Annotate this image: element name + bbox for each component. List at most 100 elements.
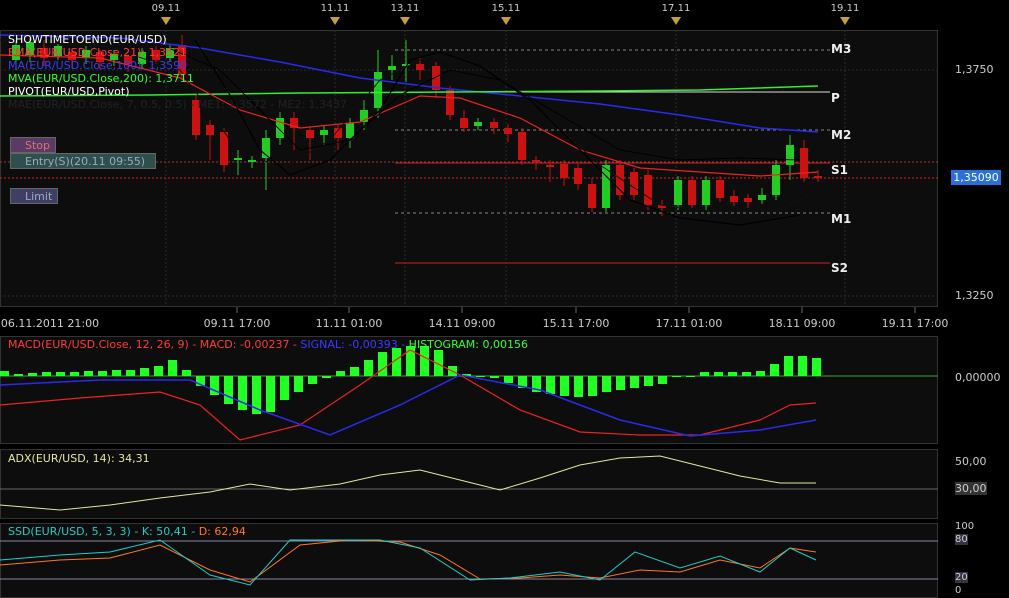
candlestick: [40, 48, 48, 58]
candlestick: [192, 100, 200, 135]
candlestick: [360, 110, 368, 122]
macd-histogram-bar: [476, 376, 485, 377]
bottom-date-label: 06.11.2011 21:00: [0, 317, 100, 330]
macd-histogram-bar: [630, 376, 639, 388]
macd-histogram-bar: [728, 372, 737, 376]
macd-histogram-bar: [490, 376, 499, 378]
candlestick: [166, 48, 174, 58]
bottom-date-label: 11.11 01:00: [315, 317, 383, 330]
macd-histogram-bar: [392, 348, 401, 376]
macd-histogram-bar: [0, 371, 9, 376]
macd-histogram-bar: [714, 372, 723, 376]
candlestick: [96, 52, 104, 62]
macd-histogram-bar: [322, 376, 331, 378]
legend-line: MAE(EUR/USD.Close, 7, 0.5, 0.5) - ME1: 1…: [8, 98, 348, 111]
candlestick: [744, 198, 752, 202]
macd-histogram-bar: [784, 356, 793, 376]
macd-histogram-bar: [434, 350, 443, 376]
macd-histogram-bar: [196, 376, 205, 386]
macd-histogram-bar: [84, 371, 93, 376]
candlestick: [402, 64, 410, 66]
ssd-legend-part: K: 50,41 -: [141, 525, 199, 538]
candlestick: [26, 42, 34, 55]
main-legend: SHOWTIMETOEND(EUR/USD) EMA(EUR/USD.Close,…: [8, 33, 347, 111]
candlestick: [574, 168, 582, 184]
ssd-tick-label: 0: [955, 585, 962, 596]
macd-histogram-bar: [252, 376, 261, 414]
ssd-tick-label: 20: [955, 572, 968, 583]
candlestick: [334, 128, 342, 138]
date-marker-icon: [840, 17, 850, 25]
ssd-panel[interactable]: [0, 523, 938, 598]
macd-histogram-bar: [364, 360, 373, 376]
candlestick: [518, 132, 526, 160]
macd-histogram-bar: [140, 368, 149, 376]
candlestick: [730, 196, 738, 202]
candlestick: [716, 180, 724, 198]
macd-histogram-bar: [28, 373, 37, 376]
candlestick: [220, 132, 228, 165]
candlestick: [446, 90, 454, 115]
candlestick: [12, 45, 20, 60]
macd-histogram-bar: [574, 376, 583, 397]
macd-histogram-bar: [462, 374, 471, 376]
legend-line: PIVOT(EUR/USD,Pivot): [8, 85, 130, 98]
candlestick: [532, 160, 540, 162]
candlestick: [602, 165, 610, 208]
candlestick: [388, 66, 396, 70]
candlestick: [276, 118, 284, 138]
macd-histogram-bar: [154, 366, 163, 376]
ssd-tick-label: 100: [955, 521, 975, 532]
top-date-label: 17.11: [661, 3, 691, 14]
top-date-label: 13.11: [390, 3, 420, 14]
macd-histogram-bar: [616, 376, 625, 390]
candlestick: [290, 118, 298, 128]
date-marker-icon: [400, 17, 410, 25]
entry-order-button[interactable]: Entry(S)(20.11 09:55): [10, 153, 156, 169]
pivot-level-label: M1: [831, 212, 852, 226]
candlestick: [248, 160, 256, 162]
bottom-date-label: 17.11 01:00: [655, 317, 723, 330]
macd-histogram-bar: [588, 376, 597, 396]
candlestick: [588, 184, 596, 208]
candlestick: [234, 158, 242, 160]
candlestick: [616, 165, 624, 195]
candlestick: [560, 164, 568, 178]
macd-histogram-bar: [42, 372, 51, 376]
date-marker-icon: [330, 17, 340, 25]
macd-histogram-bar: [238, 376, 247, 410]
macd-histogram-bar: [210, 376, 219, 395]
top-date-label: 15.11: [491, 3, 521, 14]
adx-panel[interactable]: [0, 449, 938, 519]
price-chart-panel[interactable]: [0, 30, 938, 307]
candlestick: [152, 50, 160, 60]
macd-histogram-bar: [70, 372, 79, 376]
date-marker-icon: [501, 17, 511, 25]
macd-legend-part: SIGNAL: -0,00393 -: [300, 338, 409, 351]
macd-histogram-bar: [644, 376, 653, 386]
date-marker-icon: [671, 17, 681, 25]
macd-histogram-bar: [560, 376, 569, 396]
top-date-label: 09.11: [151, 3, 181, 14]
macd-histogram-bar: [700, 372, 709, 376]
macd-legend-part: HISTOGRAM: 0,00156: [408, 338, 528, 351]
macd-histogram-bar: [532, 376, 541, 392]
limit-order-button[interactable]: Limit: [10, 188, 58, 204]
macd-histogram-bar: [14, 374, 23, 376]
bottom-date-label: 18.11 09:00: [768, 317, 836, 330]
legend-line: EMA(EUR/USD.Close,21): 1,3521: [8, 46, 188, 59]
macd-histogram-bar: [658, 376, 667, 384]
candlestick: [460, 118, 468, 128]
candlestick: [674, 180, 682, 205]
macd-legend: MACD(EUR/USD.Close, 12, 26, 9) - MACD: -…: [8, 339, 528, 351]
candlestick: [206, 125, 214, 135]
candlestick: [306, 130, 314, 138]
bottom-date-label: 15.11 17:00: [542, 317, 610, 330]
stop-order-button[interactable]: Stop: [10, 137, 56, 153]
candlestick: [630, 172, 638, 195]
macd-histogram-bar: [420, 346, 429, 376]
candlestick: [546, 165, 554, 167]
candlestick: [702, 180, 710, 205]
macd-histogram-bar: [770, 364, 779, 376]
legend-line: MA(EUR/USD.Close,100): 1,3590: [8, 59, 188, 72]
